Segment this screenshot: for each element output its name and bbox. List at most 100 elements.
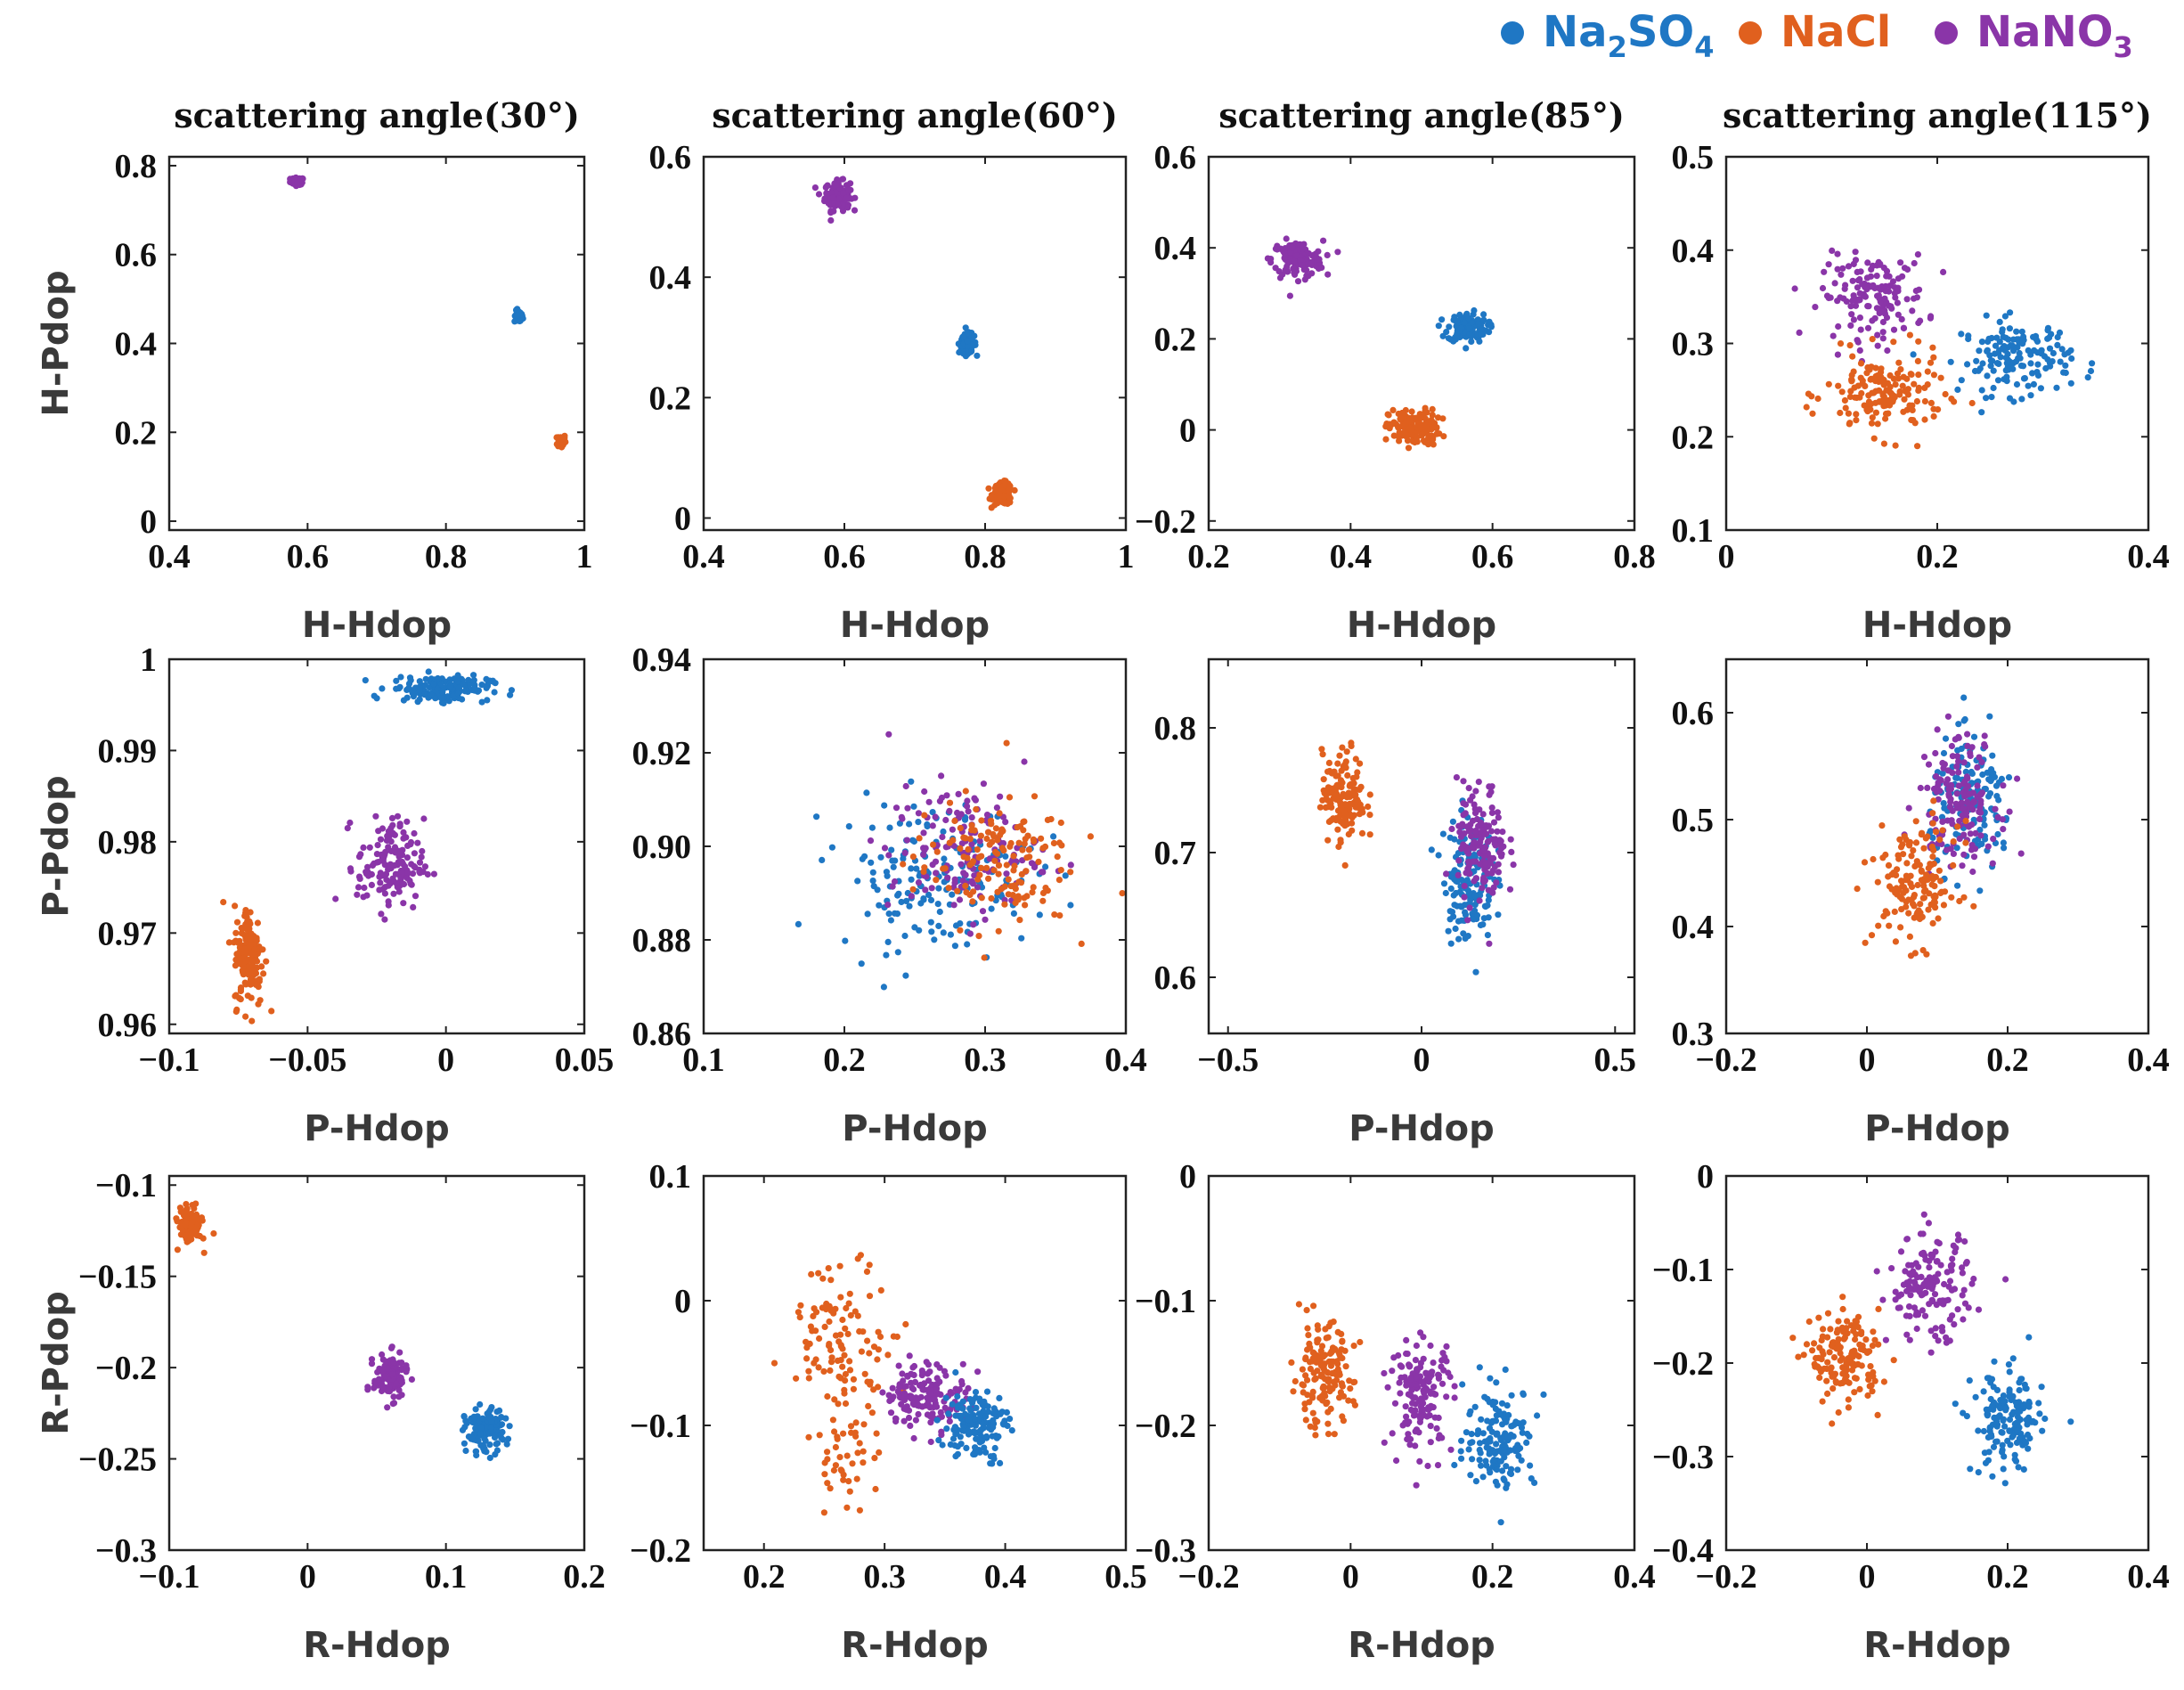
point-nacl [247, 976, 255, 984]
point-nano3 [1294, 278, 1302, 285]
point-nacl [1366, 791, 1373, 798]
point-nano3 [1964, 731, 1971, 738]
point-na2so4 [1508, 1392, 1515, 1399]
point-nano3 [1470, 858, 1477, 865]
point-nacl [866, 1350, 873, 1357]
point-nano3 [979, 908, 987, 915]
point-nacl [834, 1357, 842, 1364]
frame-r0c1 [702, 155, 1128, 532]
point-nano3 [933, 1403, 941, 1410]
point-nacl [1306, 1359, 1314, 1366]
point-na2so4 [1503, 1418, 1510, 1425]
xtick-label: 0.2 [1986, 1041, 2029, 1079]
point-na2so4 [2044, 335, 2051, 342]
point-nano3 [1402, 1403, 1409, 1410]
point-nacl [1854, 1360, 1862, 1368]
point-na2so4 [1476, 1457, 1483, 1464]
point-nacl [1351, 1401, 1358, 1408]
point-nacl [1345, 1397, 1352, 1404]
point-nano3 [901, 849, 909, 857]
point-nacl [1078, 940, 1085, 947]
point-na2so4 [1008, 1427, 1015, 1434]
point-nano3 [958, 811, 965, 818]
point-nacl [1316, 1355, 1323, 1362]
point-nano3 [843, 194, 850, 201]
points-r2c0 [173, 1200, 513, 1462]
point-nano3 [2006, 808, 2013, 815]
point-nacl [176, 1204, 183, 1212]
point-nano3 [379, 854, 387, 862]
point-nacl [256, 976, 263, 983]
point-nacl [1119, 890, 1126, 897]
point-na2so4 [2031, 347, 2038, 354]
ytick-label: 0 [1179, 412, 1196, 450]
xtick-label: 0.2 [743, 1558, 786, 1596]
point-na2so4 [2046, 359, 2054, 366]
point-nano3 [1412, 1357, 1419, 1364]
point-nano3 [1960, 1316, 1967, 1323]
point-nacl [1337, 777, 1345, 784]
point-nano3 [1953, 753, 1961, 760]
point-nacl [1900, 408, 1907, 415]
point-nacl [978, 864, 985, 872]
point-nano3 [920, 851, 927, 859]
point-nacl [872, 1485, 879, 1493]
point-nacl [1854, 886, 1861, 893]
panel-r0c0: 0.4 0.6 0.8 100.20.40.60.8 [115, 148, 593, 576]
point-na2so4 [472, 1406, 479, 1413]
point-nacl [1891, 908, 1898, 915]
point-nano3 [377, 879, 384, 886]
point-nano3 [925, 1399, 932, 1406]
point-nacl [996, 810, 1003, 817]
point-nano3 [929, 822, 936, 829]
point-na2so4 [1459, 1381, 1466, 1388]
ytick-label: 0.6 [1154, 959, 1197, 997]
ytick-label: 0.2 [649, 380, 692, 417]
point-nano3 [903, 837, 911, 844]
point-nano3 [829, 194, 836, 201]
point-na2so4 [951, 943, 958, 950]
point-na2so4 [2050, 349, 2057, 357]
point-na2so4 [405, 684, 412, 691]
point-nacl [1003, 739, 1010, 747]
point-nacl [1875, 922, 1882, 929]
point-nacl [1940, 902, 1947, 909]
point-nano3 [1472, 788, 1479, 795]
point-nano3 [1405, 1431, 1412, 1438]
point-na2so4 [362, 677, 369, 684]
point-nano3 [391, 831, 398, 838]
point-nacl [253, 935, 260, 942]
point-na2so4 [453, 678, 461, 685]
point-na2so4 [437, 694, 444, 702]
point-na2so4 [1050, 833, 1057, 840]
point-nano3 [1420, 1381, 1427, 1388]
point-nano3 [1976, 815, 1984, 823]
point-nacl [1300, 1389, 1307, 1396]
ytick-label: 0.6 [1672, 695, 1715, 732]
point-nacl [1911, 862, 1919, 870]
point-nano3 [968, 841, 975, 848]
point-na2so4 [915, 819, 922, 826]
point-nacl [1820, 1326, 1827, 1333]
point-nano3 [1406, 1441, 1414, 1449]
point-nacl [183, 1201, 190, 1208]
point-nano3 [1895, 286, 1902, 293]
point-nano3 [917, 1393, 925, 1400]
legend-marker-nacl [1739, 21, 1762, 45]
panel-r2c0: −0.1 0 0.1 0.2−0.3−0.25−0.2−0.15−0.1 [78, 1167, 606, 1596]
point-nano3 [1950, 850, 1957, 858]
point-nano3 [1976, 791, 1984, 798]
point-nano3 [907, 1422, 914, 1429]
point-nacl [1423, 409, 1430, 416]
point-nacl [1422, 421, 1430, 429]
point-nacl [1924, 381, 1931, 388]
point-na2so4 [471, 1414, 478, 1422]
point-nacl [1929, 919, 1936, 927]
point-na2so4 [2017, 362, 2025, 370]
point-nano3 [1409, 1408, 1416, 1415]
point-na2so4 [2084, 374, 2091, 381]
point-nacl [1830, 1385, 1837, 1392]
point-nano3 [1303, 272, 1310, 280]
point-nano3 [1890, 326, 1898, 333]
point-na2so4 [1452, 925, 1459, 933]
